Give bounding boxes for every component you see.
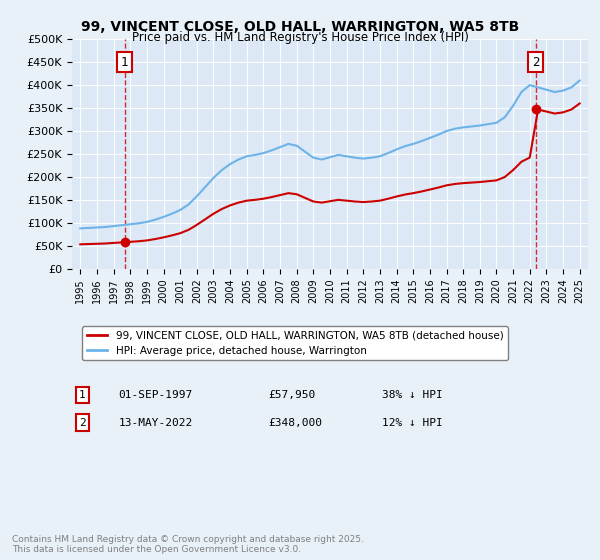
Text: Price paid vs. HM Land Registry's House Price Index (HPI): Price paid vs. HM Land Registry's House … [131,31,469,44]
Text: 2: 2 [79,418,86,428]
Legend: 99, VINCENT CLOSE, OLD HALL, WARRINGTON, WA5 8TB (detached house), HPI: Average : 99, VINCENT CLOSE, OLD HALL, WARRINGTON,… [82,326,508,360]
Text: 1: 1 [121,55,128,69]
Text: Contains HM Land Registry data © Crown copyright and database right 2025.
This d: Contains HM Land Registry data © Crown c… [12,535,364,554]
Text: 1: 1 [79,390,86,400]
Text: 99, VINCENT CLOSE, OLD HALL, WARRINGTON, WA5 8TB: 99, VINCENT CLOSE, OLD HALL, WARRINGTON,… [81,20,519,34]
Text: 13-MAY-2022: 13-MAY-2022 [118,418,193,428]
Text: 2: 2 [532,55,539,69]
Text: 38% ↓ HPI: 38% ↓ HPI [382,390,442,400]
Text: £348,000: £348,000 [268,418,322,428]
Text: 12% ↓ HPI: 12% ↓ HPI [382,418,442,428]
Text: £57,950: £57,950 [268,390,316,400]
Text: 01-SEP-1997: 01-SEP-1997 [118,390,193,400]
